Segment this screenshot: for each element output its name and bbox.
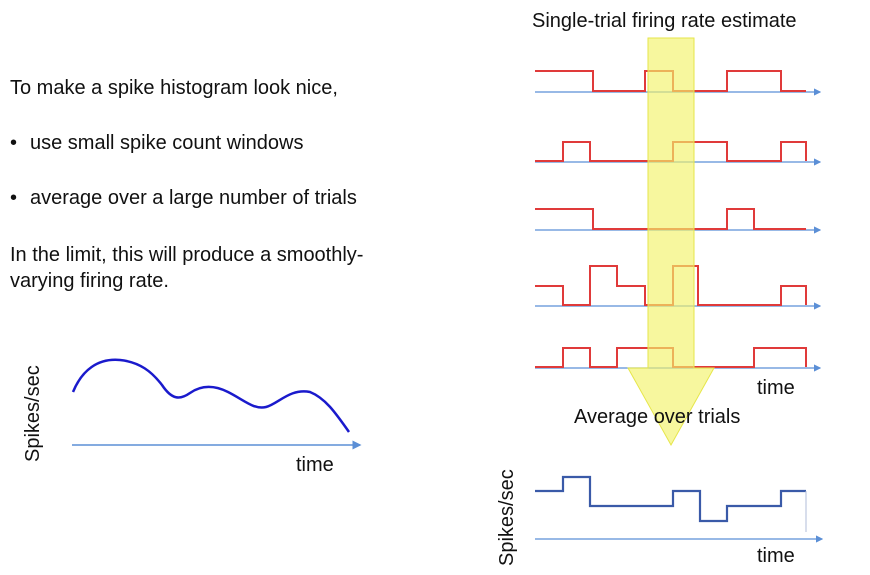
bullet-dot: • bbox=[10, 187, 18, 209]
conclusion-line-2: varying firing rate. bbox=[10, 270, 169, 292]
smooth-rate-curve bbox=[71, 358, 351, 433]
average-plot-ylabel: Spikes/sec bbox=[496, 469, 518, 566]
left-plot-ylabel: Spikes/sec bbox=[22, 365, 44, 462]
bullet-2: average over a large number of trials bbox=[30, 187, 357, 209]
conclusion-line-1: In the limit, this will produce a smooth… bbox=[10, 244, 364, 266]
trials-xlabel: time bbox=[757, 377, 795, 399]
intro-text: To make a spike histogram look nice, bbox=[10, 77, 338, 99]
bullet-dot: • bbox=[10, 132, 18, 154]
trial-4-trace bbox=[535, 265, 807, 306]
average-plot-xlabel: time bbox=[757, 545, 795, 567]
bullet-1: use small spike count windows bbox=[30, 132, 304, 154]
top-title: Single-trial firing rate estimate bbox=[532, 10, 797, 32]
average-trace bbox=[535, 475, 806, 523]
trial-5-trace bbox=[535, 347, 807, 368]
trial-3-trace bbox=[535, 208, 806, 230]
arrow-label: Average over trials bbox=[574, 406, 741, 428]
average-highlight-arrow bbox=[627, 37, 715, 447]
left-plot-xlabel: time bbox=[296, 454, 334, 476]
